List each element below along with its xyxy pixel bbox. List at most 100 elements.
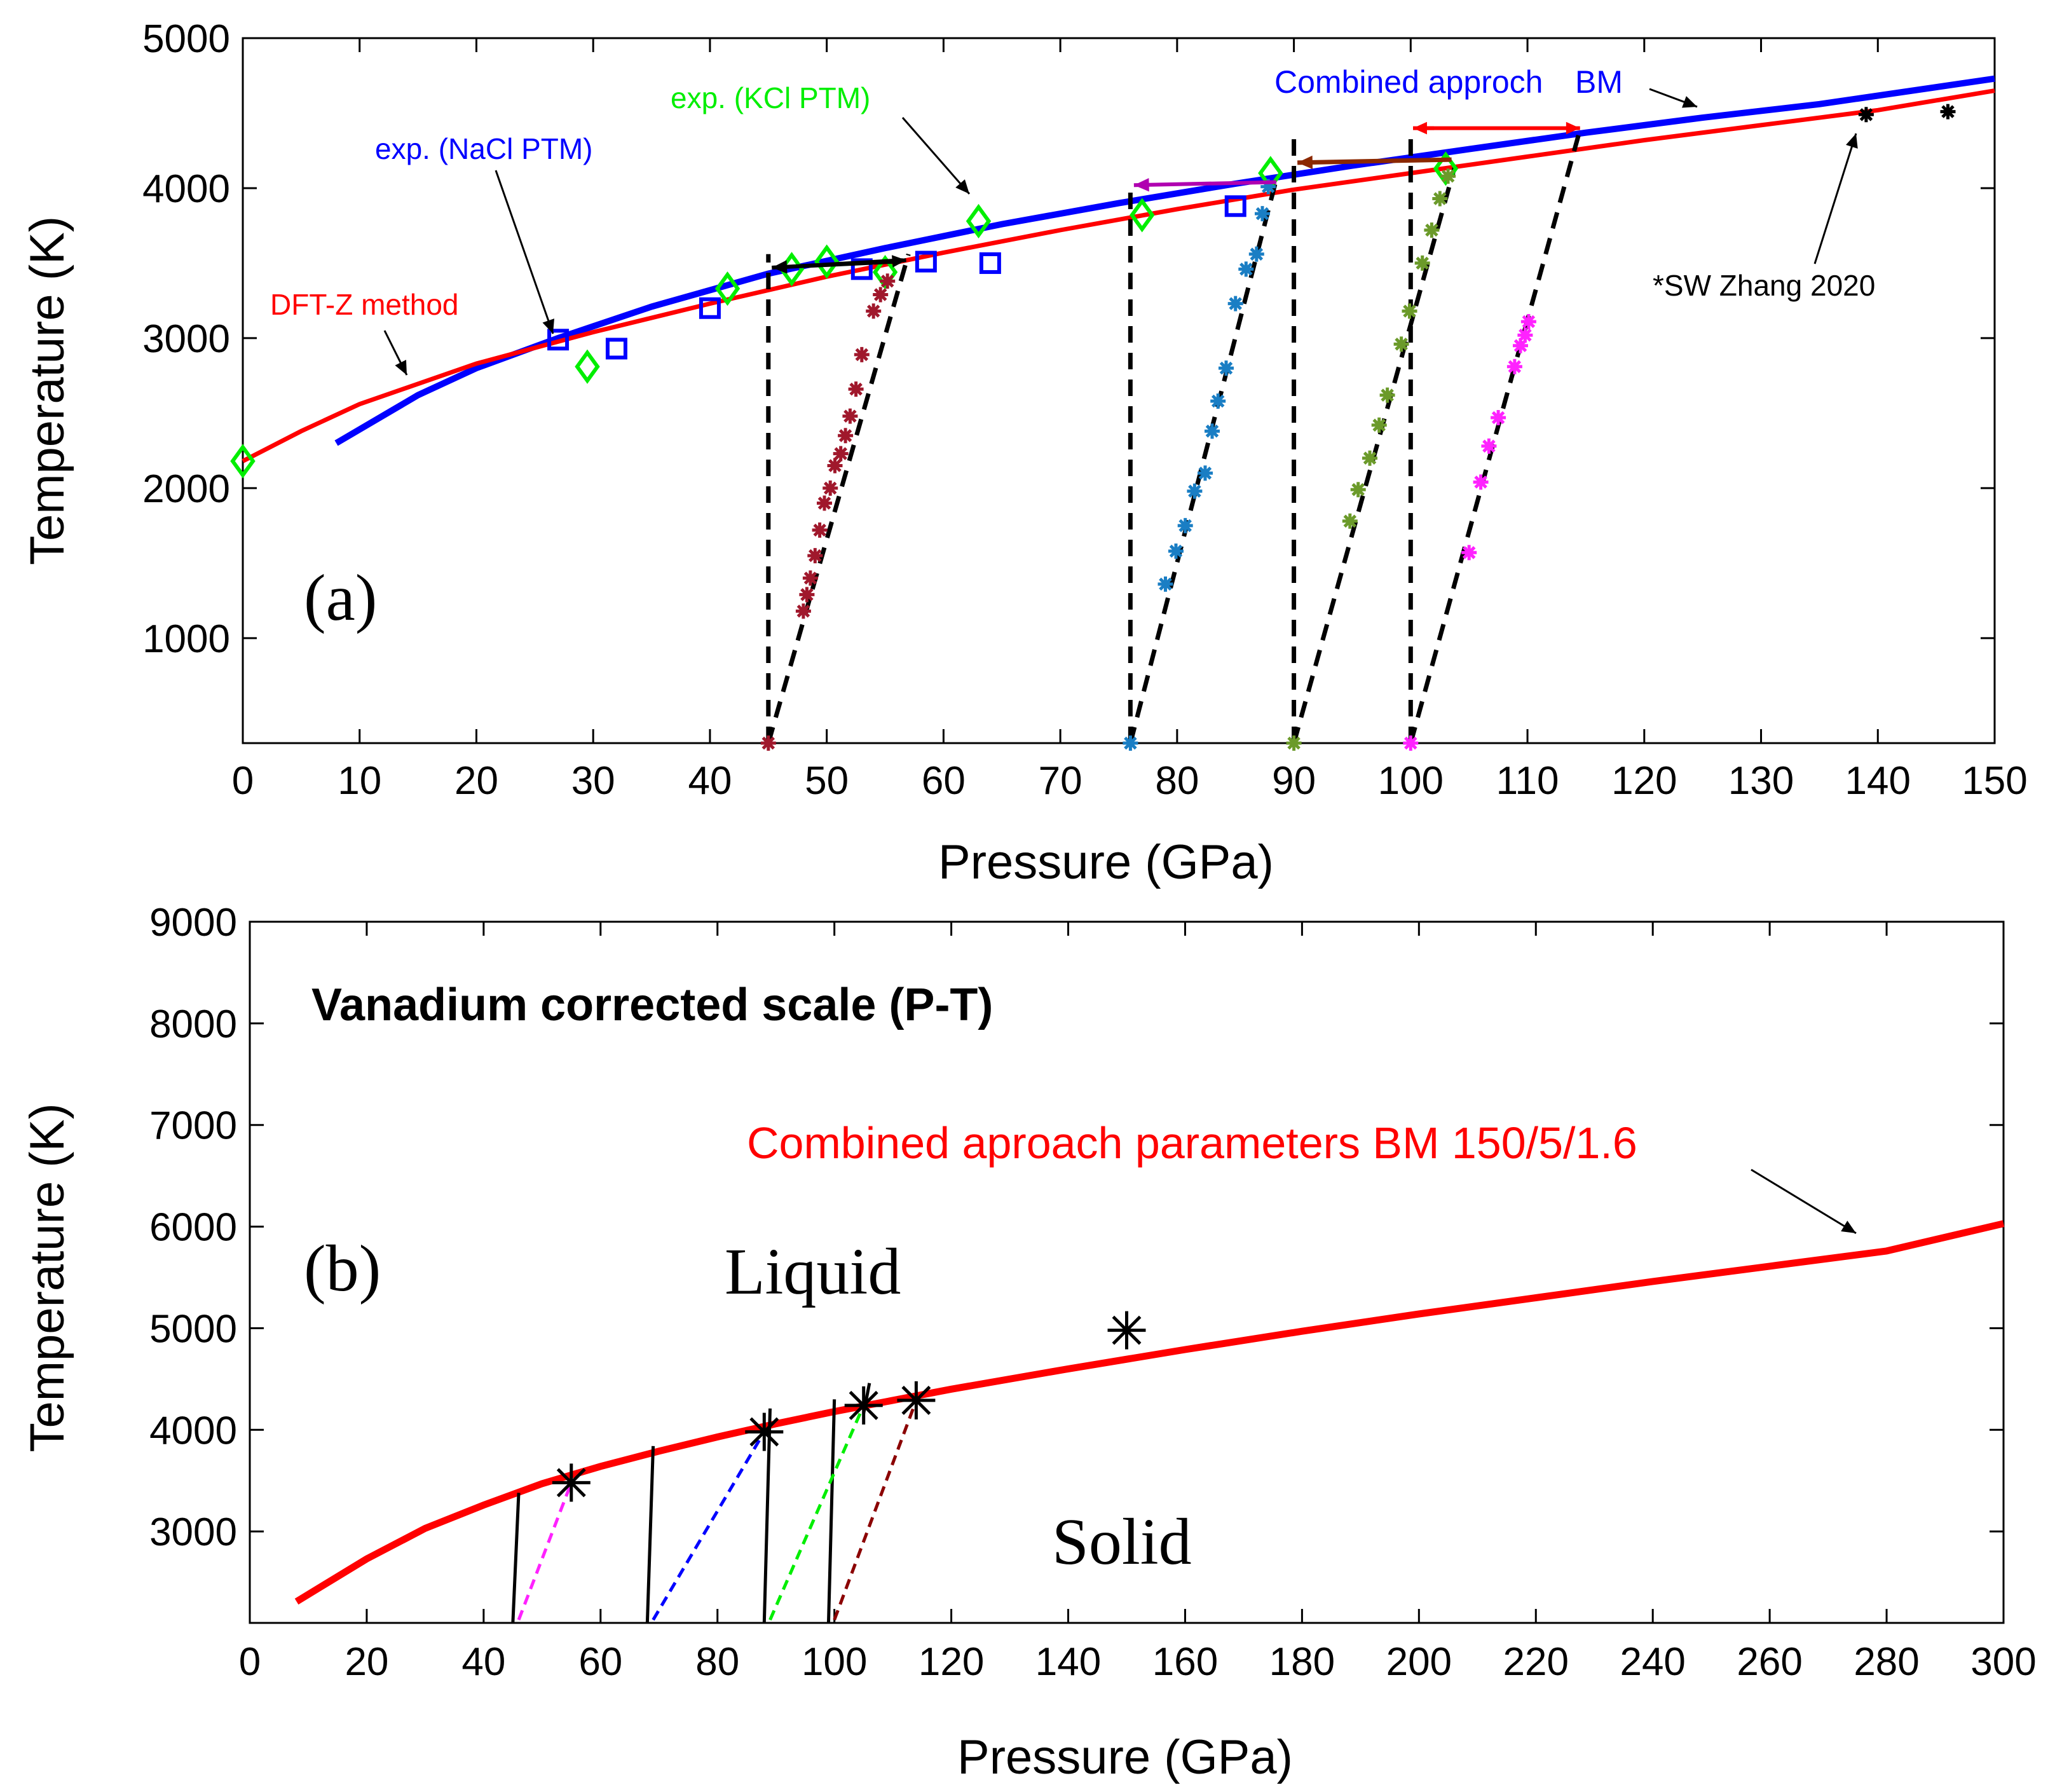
x-tick-label-a: 10 bbox=[338, 759, 381, 803]
marker-star-point bbox=[1227, 296, 1243, 311]
dashed-isotherm-b bbox=[833, 1400, 918, 1621]
marker-nacl-square bbox=[547, 329, 570, 351]
marker-star-point bbox=[795, 603, 811, 619]
y-tick-label-a: 5000 bbox=[142, 17, 230, 61]
x-tick-label-b: 120 bbox=[918, 1640, 984, 1684]
marker-star-point bbox=[1168, 544, 1184, 559]
x-tick-label-b: 180 bbox=[1269, 1640, 1335, 1684]
marker-kcl-diamond bbox=[814, 244, 840, 279]
marker-star-point bbox=[1481, 438, 1497, 454]
marker-star-point bbox=[1440, 168, 1456, 184]
solid-guide-line-b bbox=[826, 1399, 836, 1624]
marker-star-point bbox=[1402, 303, 1417, 319]
marker-kcl-diamond bbox=[1433, 151, 1459, 186]
pointer-curve-b-head bbox=[1841, 1221, 1856, 1233]
marker-nacl-square bbox=[850, 258, 873, 280]
marker-star-point bbox=[1350, 482, 1366, 498]
annotation-combined: Combined approch bbox=[1274, 64, 1543, 100]
marker-kcl-diamond bbox=[872, 254, 898, 290]
pointer-zhang-head bbox=[1846, 133, 1858, 149]
annotation-zhang: *SW Zhang 2020 bbox=[1653, 269, 1875, 302]
y-tick-label-b: 8000 bbox=[149, 1002, 237, 1046]
curve-label-b: Combined aproach parameters BM 150/5/1.6 bbox=[747, 1118, 1637, 1168]
y-tick-label-a: 3000 bbox=[142, 317, 230, 361]
x-axis-label-b: Pressure (GPa) bbox=[957, 1730, 1293, 1784]
x-tick-label-a: 150 bbox=[1962, 759, 2027, 803]
marker-star-point bbox=[802, 570, 818, 586]
x-tick-label-b: 220 bbox=[1503, 1640, 1569, 1684]
marker-star-point bbox=[1520, 314, 1536, 329]
x-tick-label-a: 50 bbox=[805, 759, 849, 803]
marker-star-point bbox=[1371, 417, 1387, 433]
marker-kcl-diamond bbox=[1130, 198, 1155, 233]
y-tick-label-b: 5000 bbox=[149, 1307, 237, 1351]
marker-kcl-diamond bbox=[714, 271, 741, 306]
marker-nacl-square bbox=[1224, 195, 1246, 217]
annotation-kcl: exp. (KCl PTM) bbox=[671, 81, 870, 114]
pointer-zhang-shaft bbox=[1813, 133, 1857, 264]
marker-star-point bbox=[1362, 450, 1377, 466]
x-tick-label-a: 70 bbox=[1039, 759, 1082, 803]
marker-nacl-square bbox=[915, 250, 937, 273]
marker-star-point bbox=[833, 446, 849, 462]
marker-star-point bbox=[760, 735, 776, 751]
marker-star-point bbox=[1219, 360, 1234, 376]
x-tick-label-a: 80 bbox=[1155, 759, 1199, 803]
marker-star-point bbox=[1157, 576, 1173, 592]
pointer-curve-b-shaft bbox=[1751, 1168, 1857, 1235]
x-tick-label-a: 130 bbox=[1728, 759, 1794, 803]
marker-star-point bbox=[1238, 261, 1254, 277]
marker-kcl-diamond bbox=[575, 349, 600, 384]
marker-star-point bbox=[873, 287, 889, 303]
x-tick-label-a: 20 bbox=[454, 759, 498, 803]
marker-star-point bbox=[1342, 513, 1358, 529]
marker-star-point bbox=[1210, 393, 1226, 409]
marker-kcl-diamond bbox=[966, 203, 992, 238]
x-tick-label-b: 80 bbox=[695, 1640, 739, 1684]
marker-star-point bbox=[1248, 246, 1264, 262]
marker-star-point bbox=[1393, 336, 1409, 352]
solid-guide-line-b bbox=[511, 1493, 521, 1624]
marker-star-point bbox=[1198, 465, 1213, 481]
marker-star-point bbox=[1286, 735, 1302, 751]
x-tick-label-b: 60 bbox=[578, 1640, 622, 1684]
marker-nacl-square bbox=[699, 297, 721, 319]
y-tick-label-a: 2000 bbox=[142, 467, 230, 511]
dashed-isotherm-b bbox=[768, 1404, 865, 1621]
marker-star-point bbox=[1205, 423, 1220, 439]
marker-star-point bbox=[1260, 179, 1276, 195]
marker-star-point bbox=[1517, 327, 1533, 343]
marker-star-point bbox=[866, 303, 882, 319]
marker-star-point bbox=[842, 408, 858, 424]
x-tick-label-a: 30 bbox=[571, 759, 615, 803]
arrow-brown-shaft bbox=[1297, 157, 1452, 165]
arrow-black-shaft-extend bbox=[772, 258, 903, 270]
y-tick-label-b: 9000 bbox=[149, 901, 237, 945]
annotation-bm: BM bbox=[1575, 64, 1623, 100]
arrow-brown-head bbox=[1297, 155, 1313, 169]
marker-star-point bbox=[1940, 104, 1956, 120]
marker-star-point bbox=[827, 458, 843, 474]
marker-kcl-diamond bbox=[230, 444, 256, 479]
marker-nacl-square bbox=[605, 338, 627, 360]
x-tick-label-b: 160 bbox=[1152, 1640, 1218, 1684]
annotation-dft-z: DFT-Z method bbox=[270, 288, 459, 321]
marker-star-point bbox=[1187, 483, 1203, 499]
x-axis-label-a: Pressure (GPa) bbox=[938, 835, 1274, 889]
arrow-purple-shaft bbox=[1133, 180, 1277, 188]
marker-star-point bbox=[1473, 474, 1489, 490]
melting-curve-b bbox=[294, 1220, 2005, 1605]
arrow-purple-head bbox=[1133, 178, 1149, 192]
marker-star-point bbox=[848, 381, 864, 397]
x-tick-label-b: 100 bbox=[802, 1640, 867, 1684]
marker-star-point bbox=[1513, 338, 1528, 353]
y-tick-label-b: 4000 bbox=[149, 1409, 237, 1453]
marker-star-point bbox=[1461, 545, 1477, 561]
pointer-bm-head bbox=[1682, 96, 1697, 108]
star-marker-b bbox=[844, 1386, 883, 1425]
x-tick-label-a: 120 bbox=[1611, 759, 1677, 803]
y-tick-label-b: 7000 bbox=[149, 1104, 237, 1148]
panel-b: 0 20 40 60 80 100 120 140 160 180 200 220 240 260 280 3… bbox=[20, 901, 2037, 1784]
x-tick-label-b: 140 bbox=[1035, 1640, 1101, 1684]
